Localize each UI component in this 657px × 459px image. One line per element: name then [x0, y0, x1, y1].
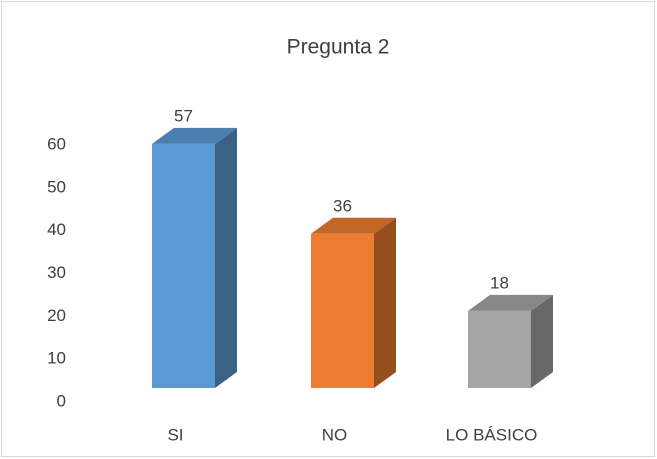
bar	[152, 143, 215, 388]
x-tick-label: SI	[167, 425, 183, 444]
bar-top	[311, 217, 396, 234]
x-tick-label: NO	[322, 425, 348, 444]
bar-side	[215, 127, 237, 388]
chart-title: Pregunta 2	[287, 36, 390, 59]
x-tick-label: LO BÁSICO	[446, 425, 538, 444]
y-tick-label: 20	[47, 306, 66, 325]
y-tick-label: 50	[47, 177, 66, 196]
y-tick-label: 60	[47, 134, 66, 153]
y-tick-label: 0	[57, 391, 66, 410]
y-tick-label: 30	[47, 263, 66, 282]
bar-side	[531, 294, 553, 388]
bar	[311, 233, 374, 388]
y-tick-label: 40	[47, 220, 66, 239]
bar-top	[152, 127, 237, 144]
bar-side	[374, 217, 396, 388]
data-label: 57	[174, 106, 193, 125]
bar	[468, 310, 531, 388]
y-tick-label: 10	[47, 349, 66, 368]
data-label: 18	[490, 273, 509, 292]
data-label: 36	[333, 196, 352, 215]
bar-top	[468, 294, 553, 311]
